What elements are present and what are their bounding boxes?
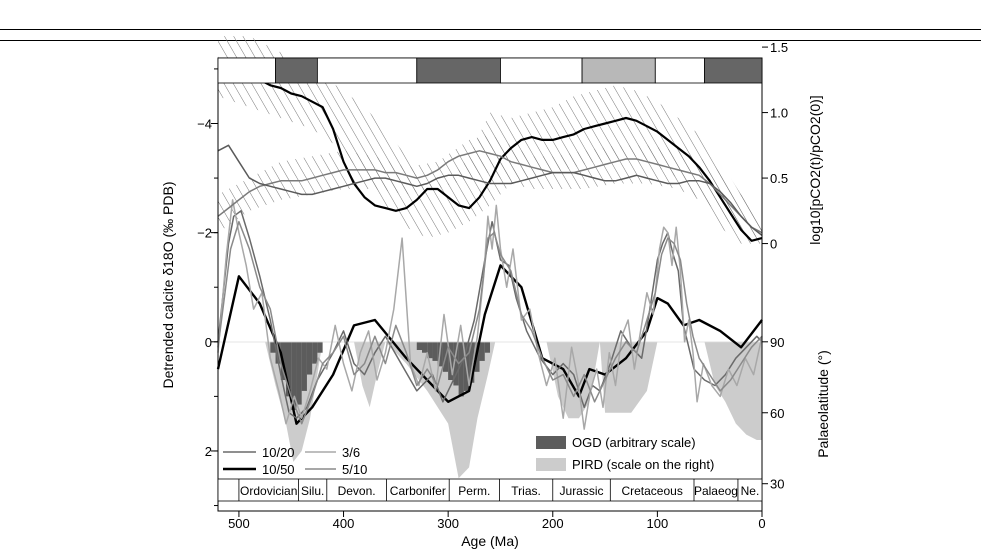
period-label-palaeog: Palaeog bbox=[694, 484, 738, 498]
ogd-bar bbox=[296, 341, 302, 405]
ogd-bar bbox=[458, 341, 464, 397]
legend: 10/20 3/6 10/50 5/10 OGD (arbitrary scal… bbox=[223, 435, 714, 477]
ogd-bar bbox=[484, 341, 490, 353]
series-line-pco2-gray-a bbox=[217, 150, 763, 234]
x-tick-label: 0 bbox=[758, 516, 765, 531]
y-left-tick-label: −4 bbox=[197, 116, 212, 131]
legend-label-pird: PIRD (scale on the right) bbox=[572, 457, 714, 472]
legend-label-5-10: 5/10 bbox=[342, 462, 367, 477]
period-label-cretaceous: Cretaceous bbox=[621, 484, 682, 498]
pird-area bbox=[354, 341, 386, 408]
x-tick-label: 200 bbox=[542, 516, 564, 531]
y-axis-right: 1.5 1.0 0.5 0 90 60 30 bbox=[762, 40, 788, 492]
ogd-bar bbox=[291, 341, 297, 411]
y-axis-right-bottom-label: Palaeolatitude (°) bbox=[815, 350, 831, 458]
hatch-bands bbox=[218, 36, 762, 244]
y-right-tick-label: 30 bbox=[770, 477, 784, 492]
y-right-tick-label: 0.5 bbox=[770, 171, 788, 186]
y-left-tick-label: 0 bbox=[205, 335, 212, 350]
series-line-10-20 bbox=[217, 210, 763, 419]
period-bar: Ordovician Silu. Devon. Carbonifer Perm. Tria… bbox=[217, 478, 763, 502]
ogd-bar bbox=[301, 341, 307, 391]
y-right-tick-label: 1.0 bbox=[770, 106, 788, 121]
series-line-pco2-main bbox=[217, 62, 763, 242]
ogd-bar bbox=[427, 341, 433, 359]
ogd-bar bbox=[286, 341, 292, 397]
period-label-silu: Silu. bbox=[301, 484, 324, 498]
y-axis-left: −4 −2 0 2 bbox=[197, 68, 218, 507]
x-axis: 500 400 300 200 100 0 bbox=[228, 511, 766, 531]
legend-label-ogd: OGD (arbitrary scale) bbox=[572, 435, 696, 450]
top-bar-segment bbox=[217, 57, 276, 84]
y-left-tick-label: 2 bbox=[205, 444, 212, 459]
top-bar-segment bbox=[316, 57, 418, 84]
x-tick-label: 100 bbox=[647, 516, 669, 531]
period-label-trias: Trias. bbox=[511, 484, 541, 498]
x-tick-label: 400 bbox=[333, 516, 355, 531]
period-label-ne: Ne. bbox=[741, 484, 760, 498]
ogd-bar bbox=[312, 341, 318, 364]
x-tick-label: 300 bbox=[437, 516, 459, 531]
y-right-tick-label: 0 bbox=[770, 237, 777, 252]
x-axis-label: Age (Ma) bbox=[461, 533, 519, 549]
period-label-carbonifer: Carbonifer bbox=[390, 484, 446, 498]
y-right-tick-label: 90 bbox=[770, 335, 784, 350]
x-tick-label: 500 bbox=[228, 516, 250, 531]
ogd-bar bbox=[479, 341, 485, 361]
y-axis-left-label: Detrended calcite δ18O (‰ PDB) bbox=[160, 182, 176, 389]
legend-label-3-6: 3/6 bbox=[342, 445, 360, 460]
y-left-tick-label: −2 bbox=[197, 226, 212, 241]
hatch-band-2 bbox=[218, 134, 762, 239]
top-bar-segment bbox=[581, 57, 656, 84]
period-label-devon: Devon. bbox=[338, 484, 376, 498]
legend-label-10-20: 10/20 bbox=[262, 445, 295, 460]
pird-area bbox=[599, 341, 658, 413]
y-right-tick-label: 1.5 bbox=[770, 40, 788, 55]
top-bar-segment bbox=[654, 57, 705, 84]
top-bar bbox=[217, 57, 763, 84]
ogd-bar bbox=[270, 341, 276, 353]
page-top-rule bbox=[0, 29, 981, 30]
legend-swatch-ogd bbox=[536, 436, 566, 449]
period-label-jurassic: Jurassic bbox=[560, 484, 604, 498]
top-bar-segment bbox=[704, 57, 763, 84]
series-line-pco2-gray-b bbox=[217, 144, 763, 236]
period-label-perm: Perm. bbox=[458, 484, 490, 498]
ogd-bar bbox=[432, 341, 438, 361]
ogd-bar bbox=[422, 341, 428, 353]
y-right-tick-label: 60 bbox=[770, 406, 784, 421]
legend-label-10-50: 10/50 bbox=[262, 462, 295, 477]
ogd-bar bbox=[416, 341, 422, 350]
period-bar-frame bbox=[217, 478, 763, 502]
series-line-5-10 bbox=[217, 220, 763, 425]
ogd-bar bbox=[469, 341, 475, 383]
legend-swatch-pird bbox=[536, 458, 566, 471]
top-bar-segment bbox=[275, 57, 318, 84]
ogd-bar bbox=[306, 341, 313, 375]
page-header-rule bbox=[0, 40, 981, 41]
top-bar-segment bbox=[500, 57, 583, 84]
period-label-ordovician: Ordovician bbox=[240, 484, 297, 498]
y-axis-right-top-label: log10[pCO2(t)/pCO2(0)] bbox=[807, 95, 823, 244]
pird-area bbox=[704, 341, 762, 441]
ogd-bar bbox=[453, 341, 459, 386]
ogd-bar bbox=[317, 341, 323, 353]
series-lines bbox=[216, 62, 763, 430]
top-bar-segment bbox=[416, 57, 501, 84]
